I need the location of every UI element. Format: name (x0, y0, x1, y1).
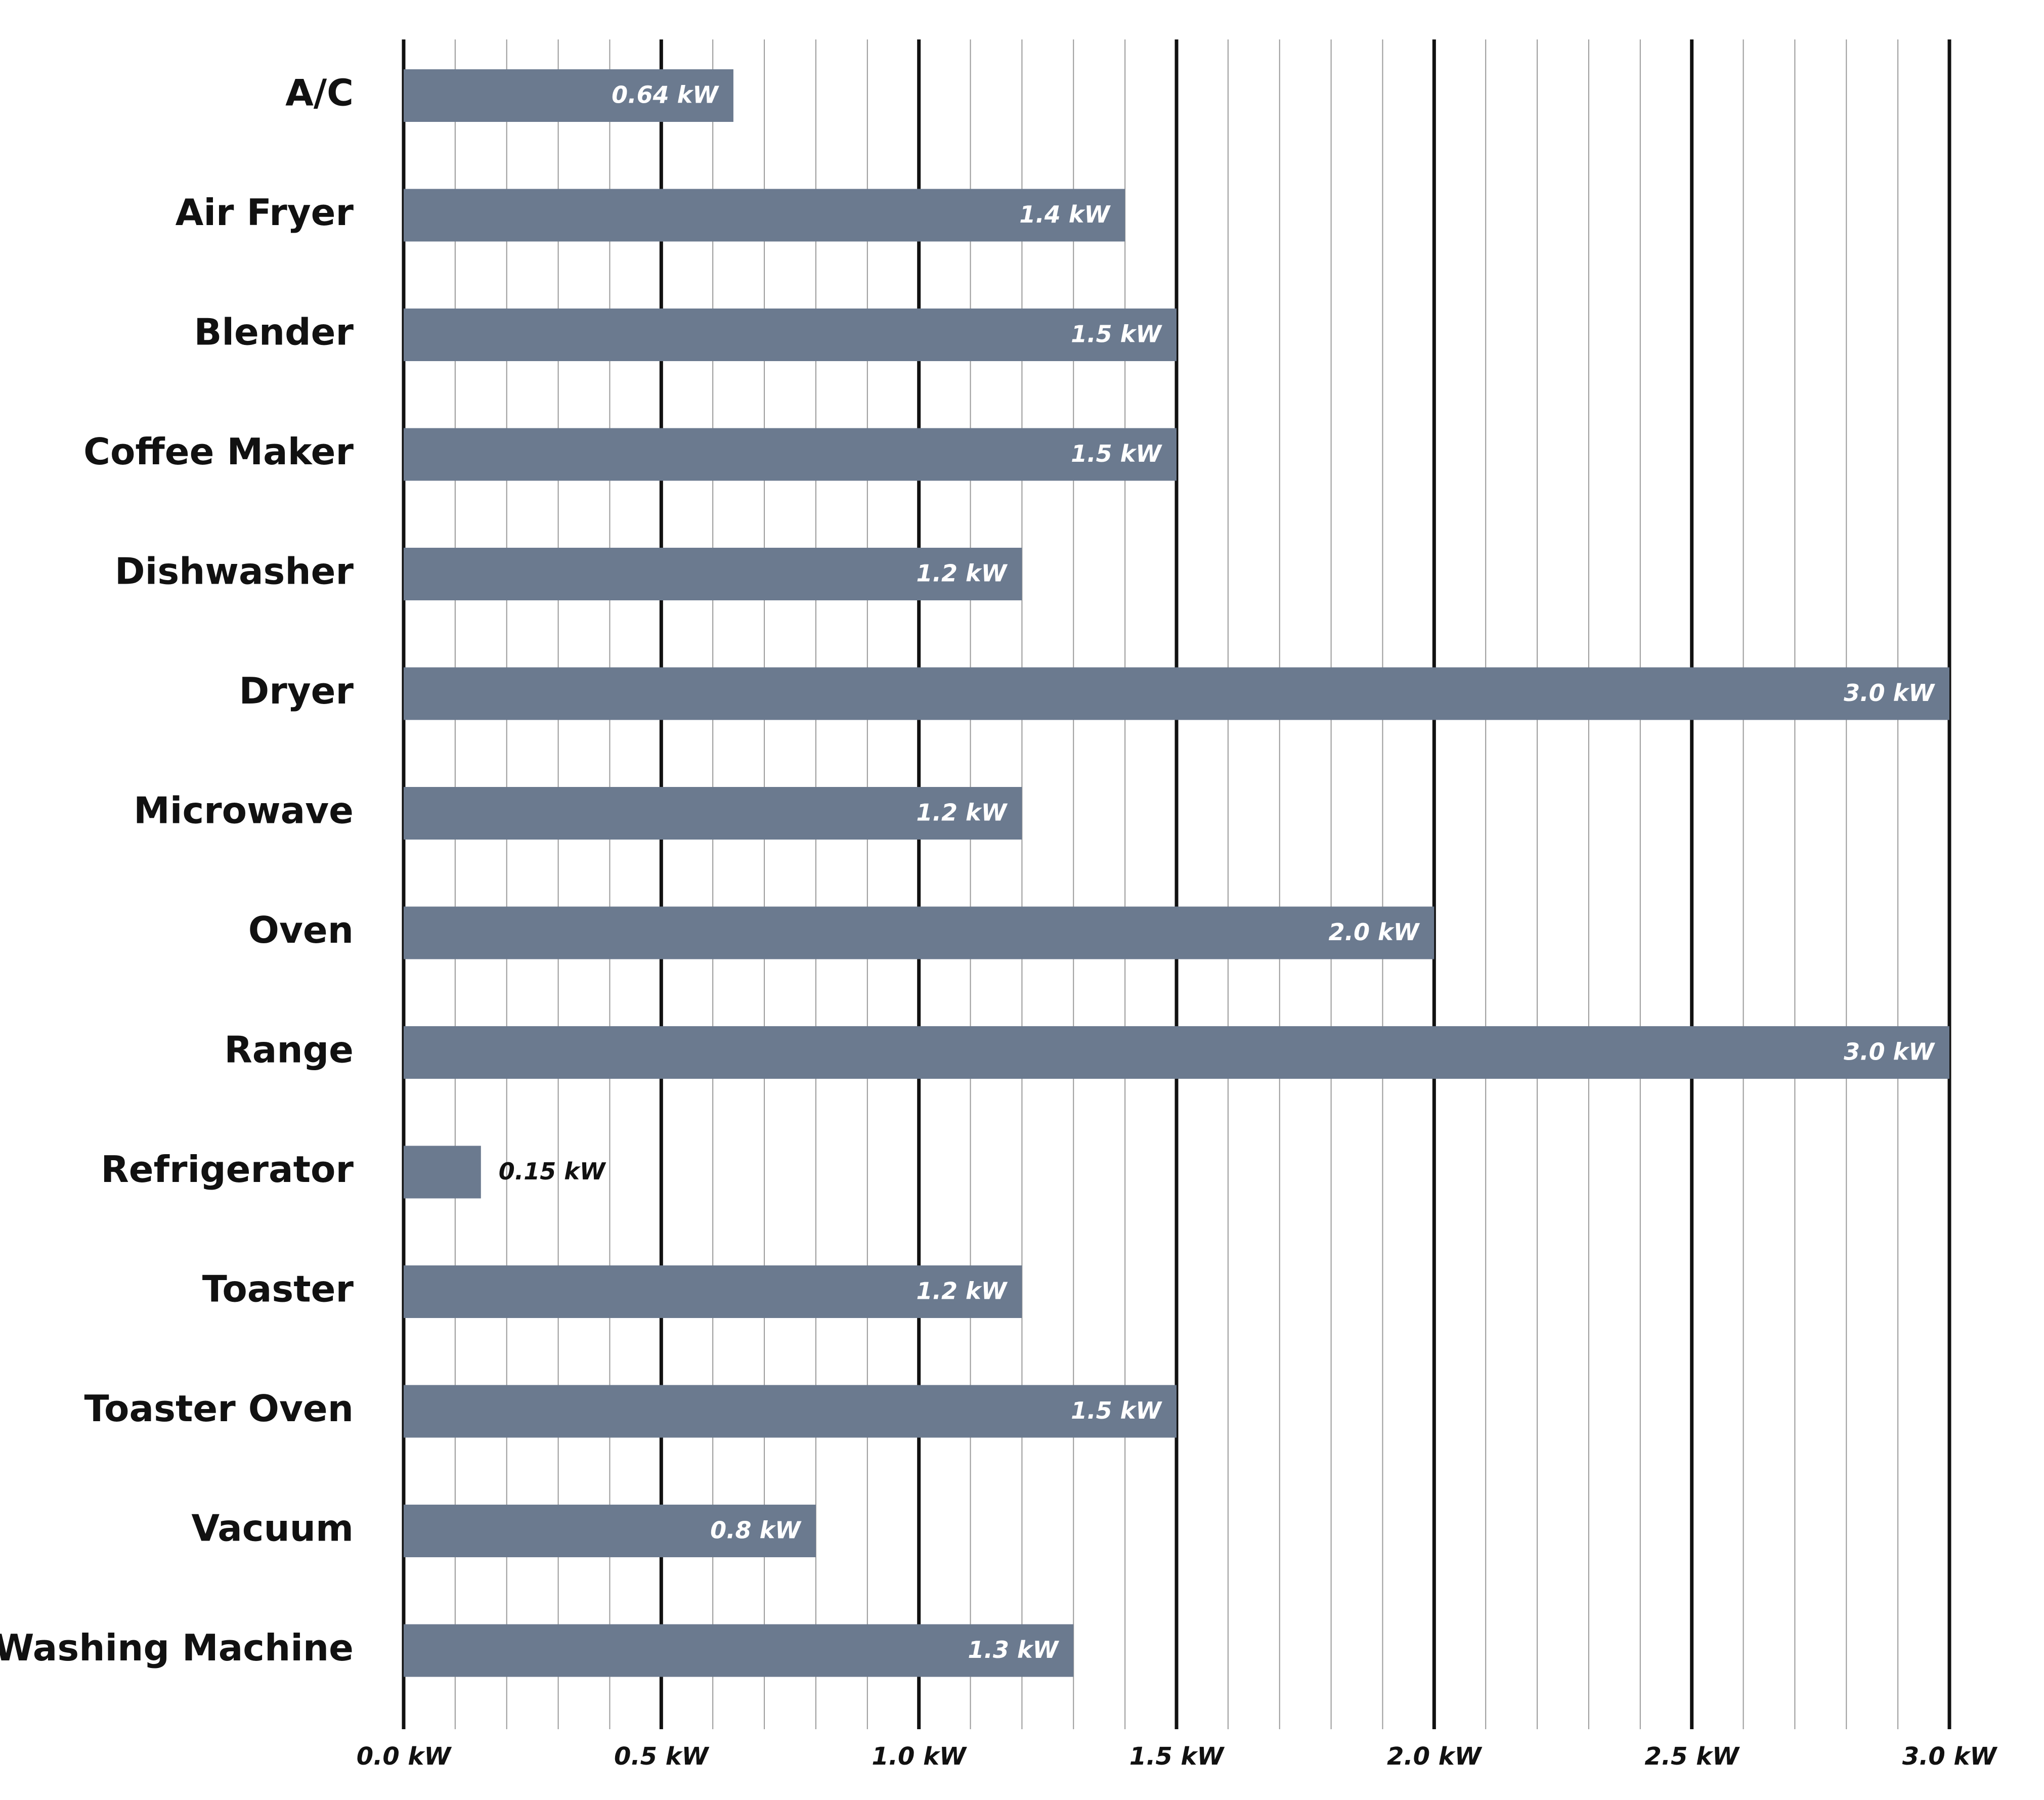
bar (404, 906, 1434, 959)
x-tick-label: 2.5 kW (1644, 1742, 1740, 1771)
bar (404, 667, 1949, 720)
bar (404, 1624, 1074, 1677)
value-label: 3.0 kW (1844, 1038, 1935, 1066)
value-label: 2.0 kW (1328, 918, 1420, 946)
value-label: 3.0 kW (1844, 679, 1935, 707)
y-tick-label: Range (224, 1029, 354, 1071)
bar (404, 309, 1177, 361)
y-tick-label: Refrigerator (101, 1148, 354, 1191)
bar (404, 548, 1022, 600)
grid (402, 39, 1951, 1729)
x-tick-label: 2.0 kW (1387, 1742, 1483, 1771)
y-tick-label: Blender (194, 311, 354, 354)
x-tick-label: 3.0 kW (1902, 1742, 1998, 1771)
bar (404, 189, 1125, 242)
y-tick-label: Coffee Maker (83, 430, 354, 473)
y-tick-label: Air Fryer (176, 191, 354, 234)
x-tick-label: 1.5 kW (1129, 1742, 1225, 1771)
bar (404, 1146, 481, 1199)
value-label: 1.4 kW (1019, 201, 1111, 228)
x-tick-label: 1.0 kW (872, 1742, 967, 1771)
bar (404, 1385, 1177, 1438)
value-label: 1.5 kW (1071, 1397, 1162, 1424)
bars (404, 69, 1949, 1677)
value-label: 0.64 kW (612, 81, 719, 109)
value-label: 1.5 kW (1071, 321, 1162, 348)
y-tick-label: Oven (248, 909, 354, 951)
value-label: 0.8 kW (710, 1517, 802, 1544)
y-tick-label: Toaster (202, 1268, 354, 1310)
y-tick-label: Dishwasher (115, 550, 354, 593)
value-label: 1.2 kW (917, 799, 1008, 826)
bar (404, 69, 733, 122)
value-label: 1.5 kW (1071, 440, 1162, 467)
y-tick-label: Microwave (134, 789, 354, 832)
value-label: 0.15 kW (499, 1158, 606, 1185)
bar (404, 1026, 1949, 1079)
value-label: 1.2 kW (917, 1278, 1008, 1305)
x-tick-label: 0.5 kW (614, 1742, 710, 1771)
bar (404, 787, 1022, 840)
y-tick-label: Toaster Oven (84, 1387, 354, 1430)
y-tick-label: Dryer (239, 670, 354, 712)
value-label: 1.3 kW (968, 1636, 1059, 1663)
y-tick-label: A/C (285, 72, 354, 114)
bar (404, 428, 1177, 481)
y-tick-label: Vacuum (191, 1507, 354, 1550)
bar (404, 1505, 816, 1557)
y-tick-label: Washing Machine (0, 1627, 354, 1669)
bar (404, 1265, 1022, 1318)
x-tick-label: 0.0 kW (357, 1742, 452, 1771)
value-label: 1.2 kW (917, 560, 1008, 587)
